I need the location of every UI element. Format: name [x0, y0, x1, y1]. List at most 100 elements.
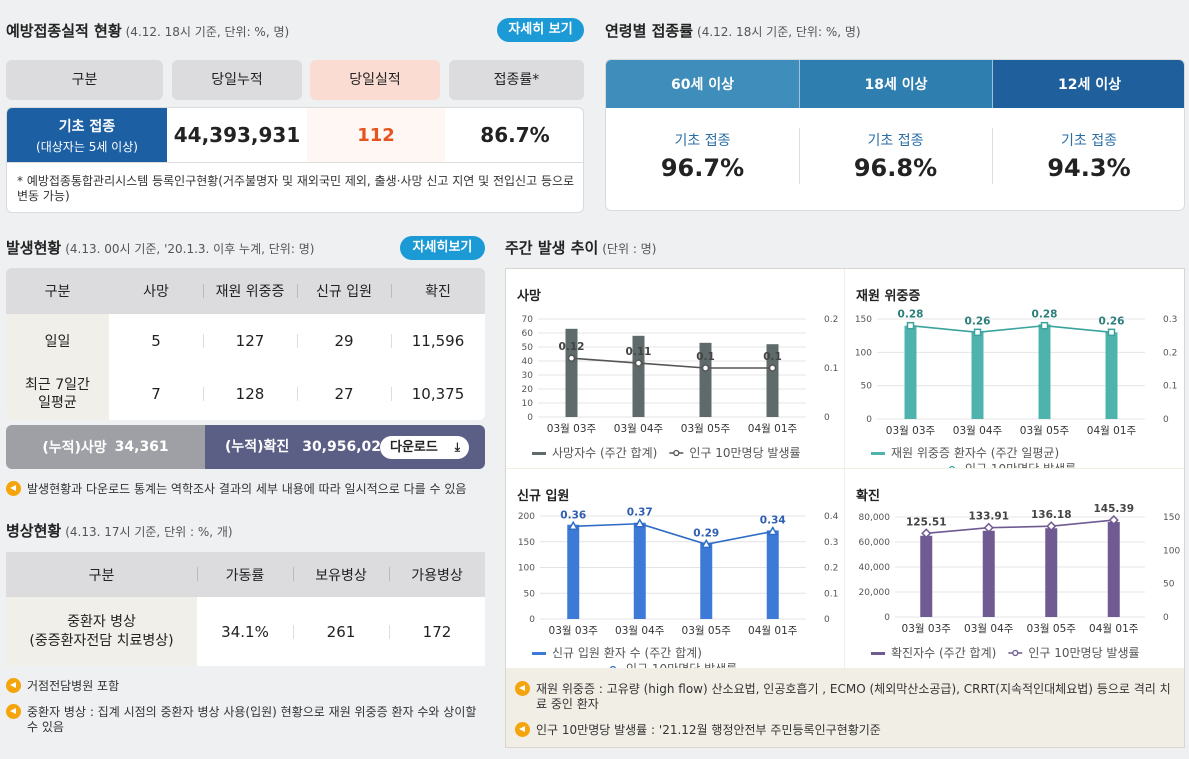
chart-admission-svg: 0 50 100 150 200 0 0.1 0.2 0.3 0.4 03월 03주 03월 04주 0… [518, 507, 839, 668]
x-tick-label: 03월 04주 [615, 625, 665, 637]
data-label: 145.39 [1093, 503, 1134, 515]
x-tick-label: 04월 01주 [748, 625, 798, 637]
speaker-icon [515, 681, 530, 696]
legend-line-marker [610, 665, 616, 668]
speaker-icon [6, 481, 21, 496]
tab-18-plus[interactable]: 18세 이상 [799, 60, 992, 108]
y-tick-label: 10 [522, 399, 534, 409]
bar [920, 535, 933, 617]
data-label: 0.28 [898, 309, 924, 321]
y-tick-label: 0 [529, 615, 535, 625]
occurrence-table: 구분 사망 재원 위중증 신규 입원 확진 일일 5 127 29 11,596… [6, 268, 485, 420]
age-rate-card: 60세 이상 18세 이상 12세 이상 기초 접종 96.7% 기초 접종 9… [605, 59, 1185, 211]
x-tick-label: 03월 03주 [902, 623, 952, 635]
series-line [926, 519, 1114, 535]
weekly-admission: 27 [334, 385, 354, 403]
vaccination-header-rate: 접종률* [449, 60, 584, 100]
age-rate-title: 연령별 접종률 (4.12. 18시 기준, 단위: %, 명) [605, 20, 861, 41]
speaker-icon [6, 678, 21, 693]
data-label: 136.18 [1031, 509, 1072, 521]
chart-admission-title: 신규 입원 [517, 489, 570, 504]
y-tick-label: 100 [518, 564, 535, 574]
occurrence-note-text: 발생현황과 다운로드 통계는 역학조사 결과의 세부 내용에 따라 일시적으로 … [27, 482, 467, 496]
bar [1107, 522, 1120, 617]
legend-bar-swatch [532, 452, 546, 455]
occurrence-detail-button[interactable]: 자세히보기 [400, 236, 485, 260]
vaccination-daily-value: 112 [307, 108, 445, 162]
occurrence-header-confirmed: 확진 [425, 284, 451, 300]
speaker-icon [6, 704, 21, 719]
x-tick-label: 03월 03주 [549, 625, 599, 637]
line-point [700, 538, 712, 549]
bar [1045, 528, 1058, 617]
y2-tick-label: 0 [824, 615, 830, 625]
legend-line-label: 인구 10만명당 발생률 [689, 446, 800, 460]
beds-header-category: 구분 [88, 567, 115, 584]
basic-vaccination-sublabel: (대상자는 5세 이상) [36, 139, 138, 154]
daily-severe: 127 [235, 332, 265, 350]
chart-confirmed-svg: 0 20,000 40,000 60,000 80,000 0 50 100 150 03월 03… [859, 503, 1181, 660]
download-label: 다운로드 [390, 440, 438, 455]
y-tick-label: 0 [866, 415, 872, 425]
vaccination-detail-button[interactable]: 자세히 보기 [497, 18, 584, 42]
data-label: 0.11 [626, 346, 652, 358]
data-label: 0.1 [763, 351, 782, 363]
bar [982, 530, 995, 617]
y2-tick-label: 0.3 [1163, 315, 1177, 325]
legend-line-marker [1012, 649, 1019, 657]
tab-12-plus[interactable]: 12세 이상 [992, 60, 1184, 108]
line-point [921, 528, 932, 539]
x-tick-label: 03월 03주 [886, 425, 936, 437]
bar [633, 522, 646, 619]
chart-confirmed-title: 확진 [856, 489, 880, 504]
vaccination-header-daily: 당일실적 [310, 60, 440, 100]
y-tick-label: 200 [518, 512, 535, 522]
age-rate-subtitle: (4.12. 18시 기준, 단위: %, 명) [697, 25, 861, 39]
vaccination-title-text: 예방접종실적 현황 [6, 22, 122, 40]
legend-line-marker [673, 449, 680, 457]
download-icon: ⤓ [454, 440, 460, 454]
weekly-confirmed: 10,375 [411, 385, 465, 403]
cumulative-confirmed-box: (누적)확진 30,956,026 다운로드 ⤓ [205, 425, 485, 469]
cumulative-confirmed-label: (누적)확진 [225, 439, 290, 455]
y2-tick-label: 50 [1163, 580, 1175, 590]
y-tick-label: 30 [522, 371, 534, 381]
bar [565, 328, 578, 417]
y-tick-label: 60,000 [859, 538, 891, 548]
legend-bar-swatch [871, 452, 885, 455]
y2-tick-label: 0.2 [824, 315, 838, 325]
cumulative-death-box: (누적)사망 34,361 [6, 425, 205, 469]
y2-tick-label: 0 [1163, 613, 1169, 623]
cumulative-death-label: (누적)사망 [42, 440, 107, 456]
weekly-death: 7 [151, 385, 161, 403]
y-tick-label: 80,000 [859, 513, 891, 523]
vaccination-cumulative-value: 44,393,931 [173, 123, 301, 147]
legend-bar-swatch [871, 652, 885, 655]
x-tick-label: 03월 05주 [682, 625, 732, 637]
line-point [634, 518, 646, 528]
x-tick-label: 03월 03주 [547, 423, 597, 435]
y2-tick-label: 0.1 [824, 589, 838, 599]
data-label: 0.29 [693, 527, 719, 539]
chart-severe-svg: 0 50 100 150 0 0.1 0.2 0.3 03월 03주 03월 04주 03월 05주… [855, 309, 1177, 468]
legend-bar-label: 재원 위중증 환자수 (주간 일평균) [891, 446, 1059, 460]
beds-note-2-text: 중환자 병상 : 집계 시점의 중환자 병상 사용(입원) 현황으로 재원 위중… [27, 705, 477, 734]
chart-severe-title: 재원 위중증 [856, 289, 921, 304]
y-tick-label: 40,000 [859, 563, 891, 573]
beds-available-value: 172 [422, 622, 452, 641]
y-tick-label: 0 [884, 613, 890, 623]
y-tick-label: 50 [524, 589, 536, 599]
x-tick-label: 03월 05주 [1020, 425, 1070, 437]
tab-60-plus[interactable]: 60세 이상 [606, 60, 799, 108]
x-tick-label: 03월 04주 [953, 425, 1003, 437]
download-button[interactable]: 다운로드 ⤓ [380, 436, 469, 459]
occurrence-title-text: 발생현황 [6, 239, 62, 257]
age-60-value: 96.7% [660, 154, 745, 182]
beds-rate-value: 34.1% [221, 622, 269, 641]
y-tick-label: 20,000 [859, 588, 891, 598]
bar [766, 344, 779, 417]
age-60-block: 기초 접종 96.7% [606, 130, 799, 182]
age-rate-title-text: 연령별 접종률 [605, 22, 694, 40]
legend-bar-label: 확진자수 (주간 합계) [891, 646, 996, 660]
vaccination-header-category: 구분 [6, 60, 163, 100]
